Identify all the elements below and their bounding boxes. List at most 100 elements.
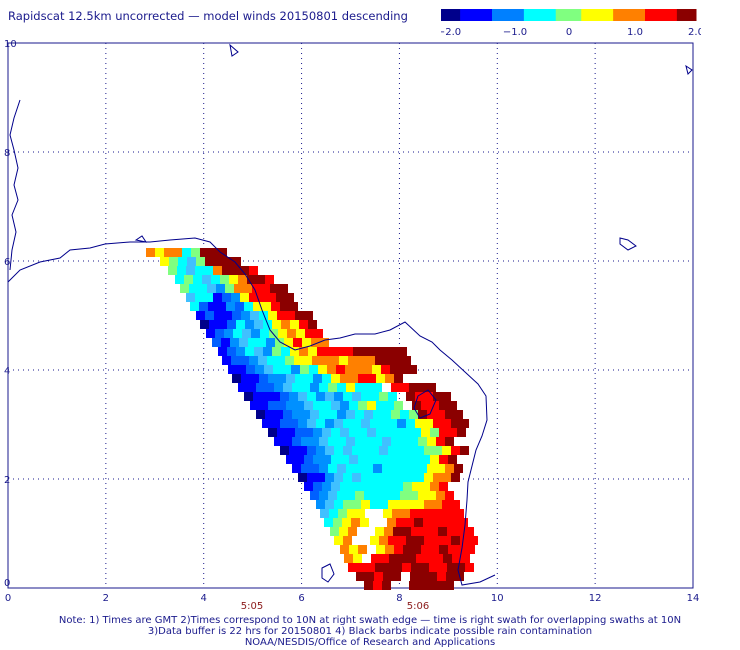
colorbar-cell (613, 9, 620, 21)
wind-cell (205, 311, 214, 320)
wind-cell (343, 392, 352, 401)
wind-cell (343, 419, 352, 428)
wind-cell (310, 410, 319, 419)
wind-cell (271, 392, 280, 401)
wind-cell (370, 419, 379, 428)
wind-cell (447, 563, 456, 572)
wind-cell (364, 464, 373, 473)
wind-cell (199, 302, 208, 311)
wind-cell (373, 491, 382, 500)
wind-cell (280, 446, 289, 455)
wind-cell (330, 356, 339, 365)
wind-cell (240, 266, 249, 275)
wind-cell (448, 545, 457, 554)
wind-cell (385, 401, 394, 410)
wind-cell (262, 419, 271, 428)
wind-cell (258, 356, 267, 365)
wind-cell (308, 320, 317, 329)
wind-cell (392, 509, 401, 518)
colorbar-cell (600, 9, 608, 21)
wind-cell (186, 266, 195, 275)
wind-cell (424, 446, 433, 455)
wind-cell (414, 518, 423, 527)
wind-cell (451, 473, 460, 482)
wind-cell (379, 392, 388, 401)
wind-cell (254, 320, 263, 329)
wind-cell (202, 275, 211, 284)
wind-cell (206, 329, 215, 338)
colorbar-tick-label: 2.0 (688, 27, 701, 38)
wind-cell (353, 554, 362, 563)
wind-cell (355, 410, 364, 419)
wind-cell (301, 383, 310, 392)
wind-cell (334, 536, 343, 545)
wind-cell (402, 527, 411, 536)
wind-cell (239, 338, 248, 347)
wind-cell (262, 392, 271, 401)
wind-cell (233, 329, 242, 338)
colorbar-cell (523, 9, 531, 21)
wind-cell (442, 536, 451, 545)
wind-cell (373, 437, 382, 446)
wind-cell (415, 500, 424, 509)
wind-cell (383, 509, 392, 518)
wind-cell (391, 410, 400, 419)
wind-cell (265, 383, 274, 392)
wind-cell (344, 347, 353, 356)
wind-cell (412, 401, 421, 410)
colorbar-cell (562, 9, 569, 21)
wind-cell (400, 410, 409, 419)
wind-cell (160, 257, 169, 266)
colorbar-cell (568, 9, 576, 21)
wind-cell (296, 329, 305, 338)
wind-cell (454, 464, 463, 473)
wind-cell (336, 365, 345, 374)
wind-cell (268, 374, 277, 383)
wind-cell (178, 257, 187, 266)
wind-cell (349, 455, 358, 464)
wind-cell (402, 356, 411, 365)
wind-cell (394, 545, 403, 554)
wind-cell (252, 284, 261, 293)
wind-cell (232, 311, 241, 320)
wind-cell (348, 527, 357, 536)
wind-cell (436, 491, 445, 500)
wind-cell (304, 401, 313, 410)
wind-cell (400, 437, 409, 446)
wind-cell (410, 509, 419, 518)
island-5 (134, 235, 148, 243)
wind-cell (406, 473, 415, 482)
wind-cell (355, 383, 364, 392)
wind-cell (331, 374, 340, 383)
wind-cell (452, 554, 461, 563)
wind-cell (365, 572, 374, 581)
wind-cell (214, 311, 223, 320)
wind-cell (243, 284, 252, 293)
wind-cell (367, 428, 376, 437)
wind-cell (409, 464, 418, 473)
wind-cell (346, 410, 355, 419)
colorbar-cell (447, 9, 455, 21)
wind-cell (442, 419, 451, 428)
wind-cell (258, 293, 267, 302)
wind-cell (398, 347, 407, 356)
x-tick-label: 12 (589, 593, 602, 604)
wind-cell (292, 464, 301, 473)
wind-cell (436, 410, 445, 419)
wind-cell (322, 401, 331, 410)
wind-cell (419, 572, 428, 581)
wind-cell (169, 257, 178, 266)
wind-cell (177, 266, 186, 275)
x-tick-label: 6 (298, 593, 304, 604)
wind-cell (187, 257, 196, 266)
wind-cell (406, 392, 415, 401)
wind-cell (292, 383, 301, 392)
wind-cell (250, 311, 259, 320)
wind-cell (460, 536, 469, 545)
wind-cell (224, 329, 233, 338)
wind-cell (328, 464, 337, 473)
wind-cell (282, 365, 291, 374)
wind-cell (227, 347, 236, 356)
wind-cell (290, 320, 299, 329)
wind-cell (357, 356, 366, 365)
